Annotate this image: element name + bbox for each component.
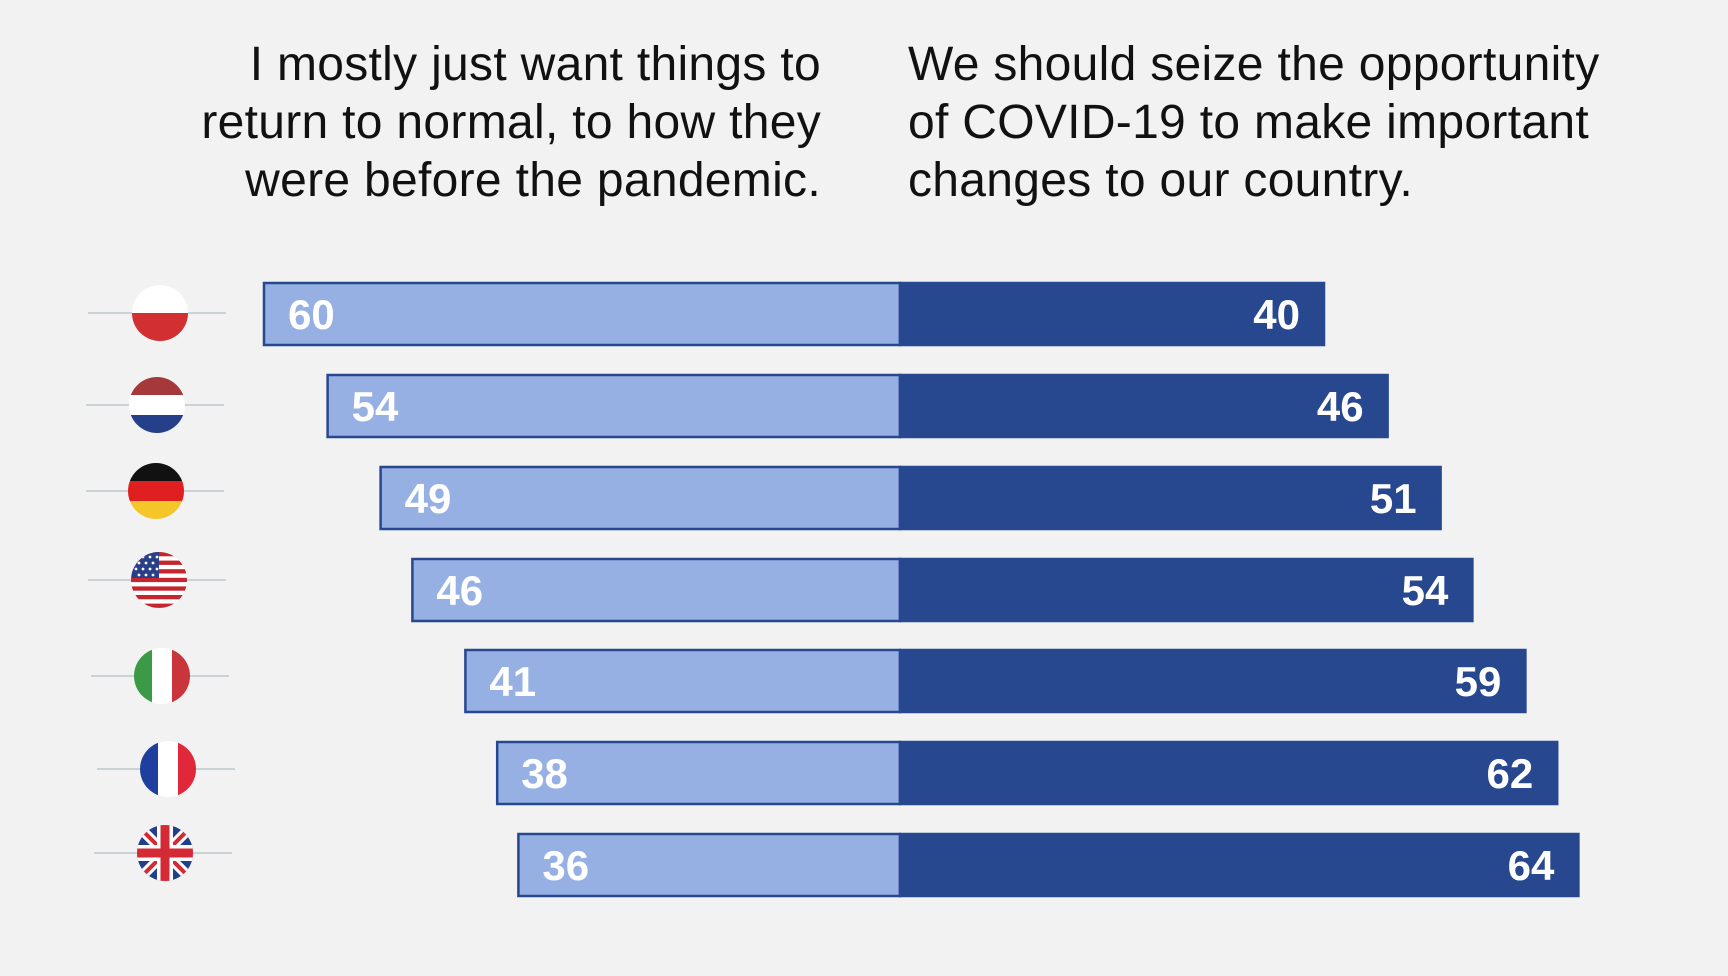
data-label-left-netherlands: 54 (352, 383, 399, 430)
bar-right-poland (898, 281, 1326, 347)
data-label-right-germany: 51 (1370, 475, 1417, 522)
bar-left-united-states (411, 557, 902, 623)
bar-right-france (898, 740, 1559, 806)
data-label-right-poland: 40 (1253, 291, 1300, 338)
bar-right-germany (898, 465, 1442, 531)
bar-left-germany (379, 465, 902, 531)
data-label-left-poland: 60 (288, 291, 335, 338)
data-label-left-germany: 49 (405, 475, 452, 522)
data-label-right-italy: 59 (1455, 658, 1502, 705)
bar-left-france (495, 740, 902, 806)
netherlands-flag-icon (129, 377, 185, 433)
data-label-left-united-states: 46 (436, 567, 483, 614)
data-label-right-netherlands: 46 (1317, 383, 1364, 430)
data-label-right-united-kingdom: 64 (1508, 842, 1555, 889)
left-statement-heading: I mostly just want things to return to n… (201, 38, 821, 207)
right-statement-heading: We should seize the opportunity of COVID… (908, 38, 1600, 207)
usa-flag-icon (131, 552, 187, 608)
poland-flag-icon (132, 285, 188, 341)
data-label-right-france: 62 (1486, 750, 1533, 797)
uk-flag-icon (137, 825, 193, 881)
data-label-left-italy: 41 (489, 658, 536, 705)
bar-left-poland (262, 281, 902, 347)
data-label-right-united-states: 54 (1402, 567, 1449, 614)
germany-flag-icon (128, 463, 184, 519)
france-flag-icon (140, 741, 196, 797)
data-label-left-france: 38 (521, 750, 568, 797)
bar-right-italy (898, 648, 1527, 714)
bar-right-united-kingdom (898, 832, 1580, 898)
bar-right-united-states (898, 557, 1474, 623)
bar-left-netherlands (326, 373, 902, 439)
data-label-left-united-kingdom: 36 (542, 842, 589, 889)
bar-right-netherlands (898, 373, 1389, 439)
italy-flag-icon (134, 648, 190, 704)
